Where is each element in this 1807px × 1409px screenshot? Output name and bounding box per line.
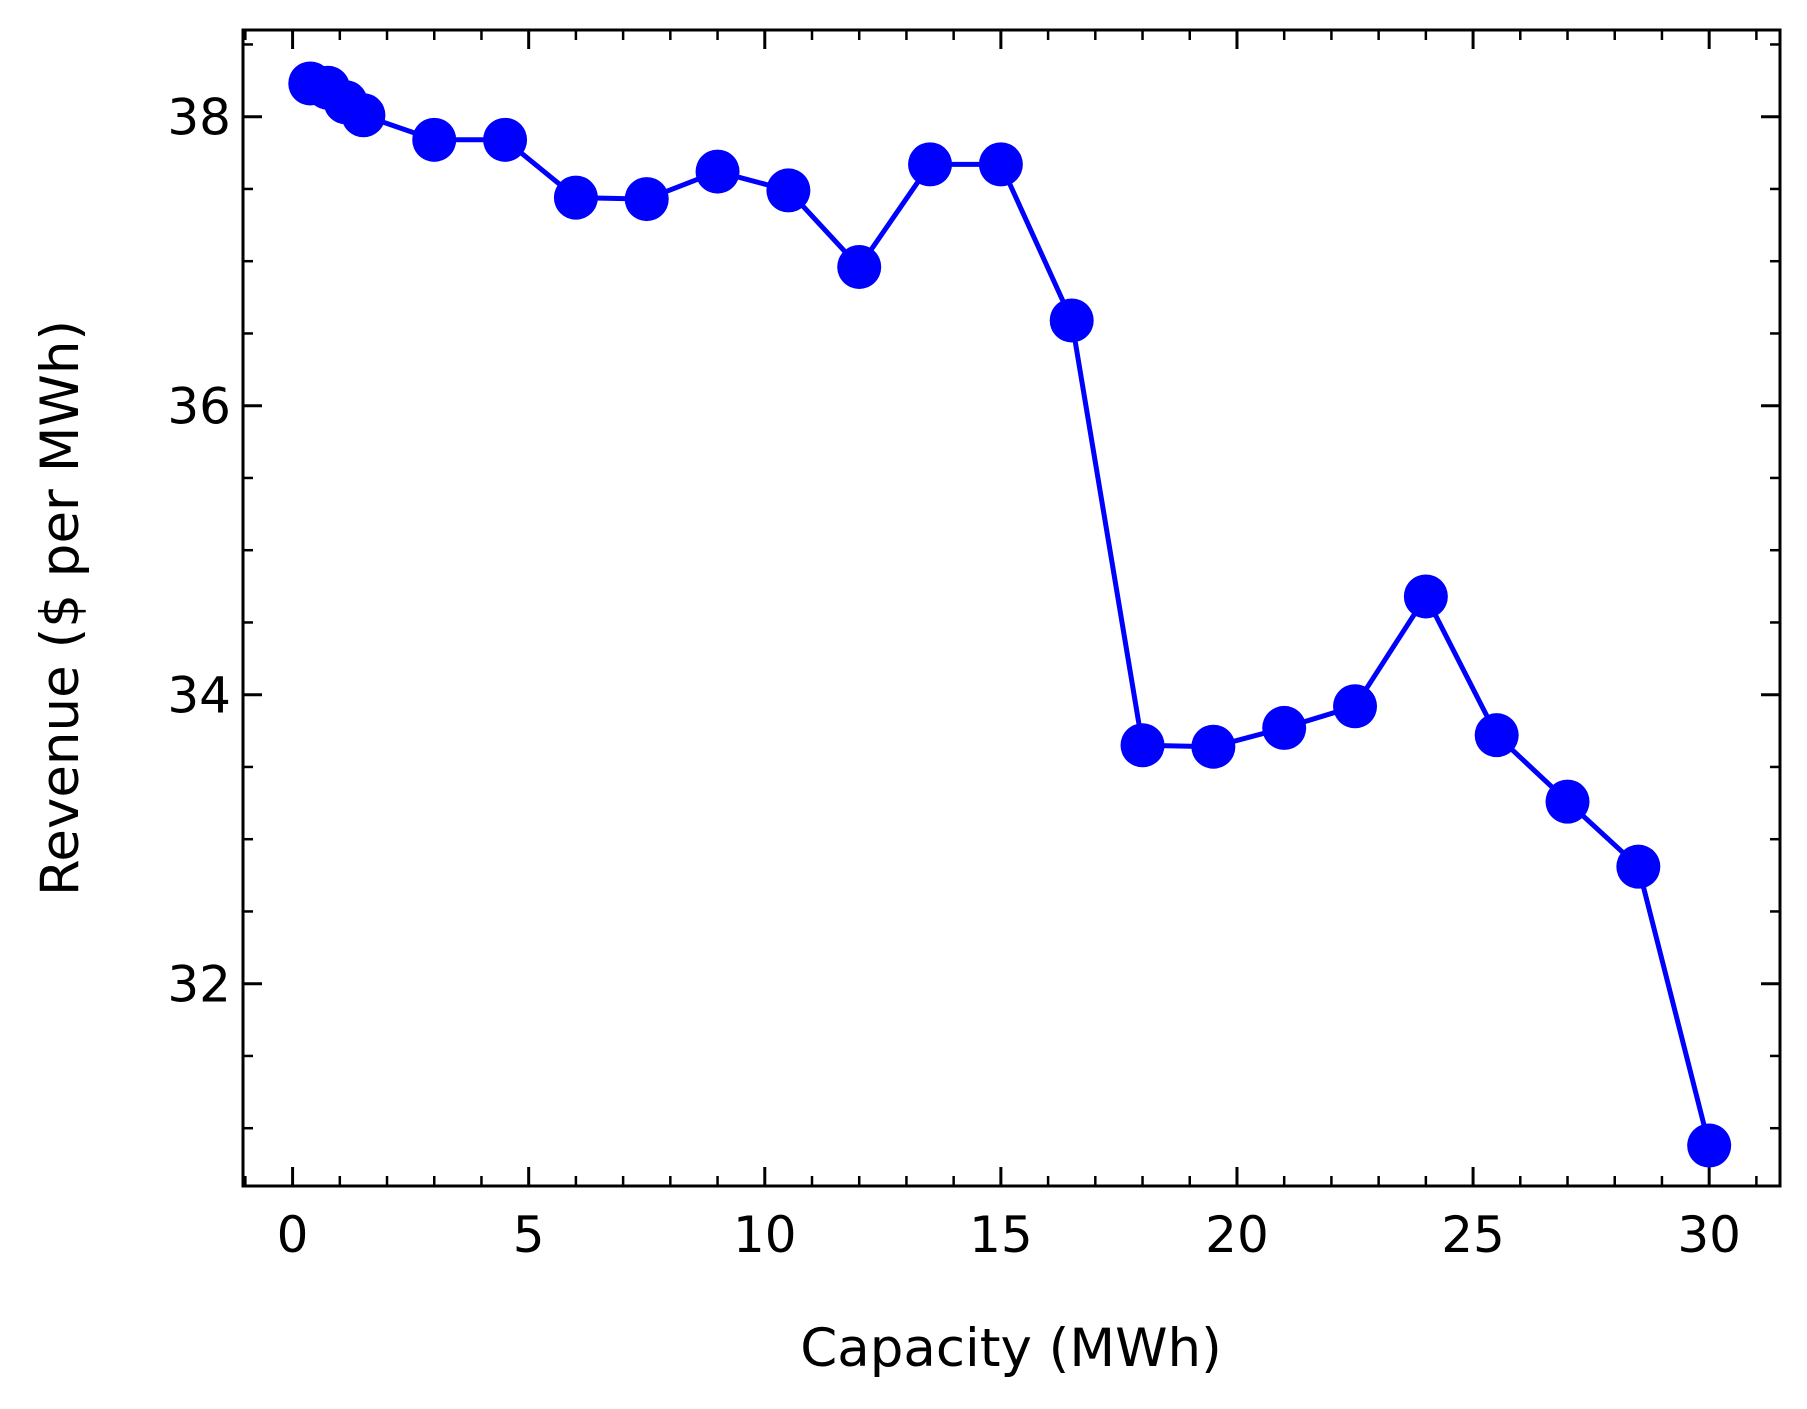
data-point <box>766 168 811 213</box>
data-point <box>1474 713 1519 758</box>
data-point <box>1616 844 1661 889</box>
y-tick-label: 38 <box>167 89 231 147</box>
data-point <box>1049 298 1094 343</box>
data-point <box>978 142 1023 187</box>
data-point <box>695 149 740 194</box>
x-tick-label: 30 <box>1677 1206 1741 1264</box>
data-point <box>483 117 528 162</box>
plot-frame <box>241 28 1782 1188</box>
data-point <box>1687 1123 1732 1168</box>
series-layer <box>288 61 1732 1168</box>
y-tick-label: 36 <box>167 378 231 436</box>
data-point <box>553 175 598 220</box>
data-point <box>1191 724 1236 769</box>
data-point <box>412 117 457 162</box>
x-axis-title: Capacity (MWh) <box>800 1318 1222 1379</box>
x-tick-label: 15 <box>969 1206 1033 1264</box>
data-point <box>1120 723 1165 768</box>
axis-tick-labels: 0 5 10 15 20 25 30 32 34 36 38 <box>167 89 1741 1264</box>
data-point <box>837 244 882 289</box>
data-point <box>1545 779 1590 824</box>
x-tick-label: 25 <box>1441 1206 1505 1264</box>
y-axis-title: Revenue ($ per MWh) <box>30 320 91 896</box>
y-tick-label: 34 <box>167 667 231 725</box>
y-tick-label: 32 <box>167 956 231 1014</box>
data-point <box>1262 705 1307 750</box>
x-tick-label: 20 <box>1205 1206 1269 1264</box>
x-tick-label: 5 <box>513 1206 545 1264</box>
data-point <box>1333 684 1378 729</box>
data-point <box>908 142 953 187</box>
data-point <box>1403 574 1448 619</box>
data-point <box>624 177 669 222</box>
axis-ticks <box>243 30 1780 1186</box>
plot-area <box>243 30 1780 1186</box>
data-point <box>341 93 386 138</box>
x-tick-label: 10 <box>733 1206 797 1264</box>
x-tick-label: 0 <box>277 1206 309 1264</box>
